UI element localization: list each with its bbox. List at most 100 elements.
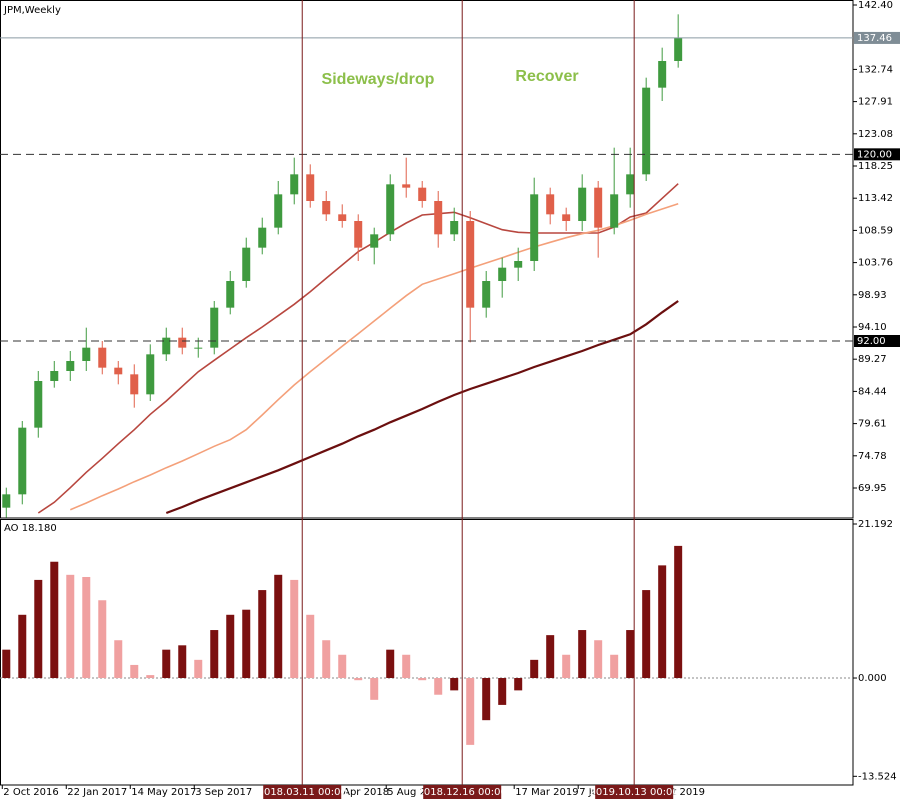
y-tick-label: 127.91 [858,97,893,108]
ao-bar [594,640,603,679]
ao-bar [226,614,235,679]
ao-bar [354,678,363,681]
candle-body [34,381,43,428]
y-tick-label: 98.93 [858,290,887,301]
candle-body [194,347,203,349]
ao-bar [162,649,171,679]
event-label: 2018.12.16 00:00 [418,787,507,798]
ao-bar [418,678,427,681]
ao-bar [82,576,91,679]
chart-title: JPM,Weekly [3,5,61,16]
candle-body [514,261,523,268]
main-pane [0,0,854,519]
y-tick-label: 123.08 [858,129,893,140]
y-tick-label: 69.95 [858,483,887,494]
candle-body [274,194,283,228]
candle-body [338,214,347,221]
candle-body [66,361,75,371]
candle-body [498,267,507,281]
candle-body [114,367,123,375]
event-label: 2018.03.11 00:00 [258,787,347,798]
event-box [423,785,502,799]
y-tick-label: 103.76 [858,258,893,269]
x-tick-label: 17 Mar 2019 [515,787,578,798]
candle-body [290,174,299,195]
y-tick-label: 142.40 [858,0,893,11]
x-tick-label: 22 Apr 2018 [327,787,389,798]
ao-bar [2,649,11,679]
event-box [595,785,674,799]
ao-bar [370,678,379,700]
price-label: 120.00 [857,149,892,160]
ao-bar [466,678,475,745]
ao-bar [514,678,523,691]
ao-pane [0,519,854,786]
y-tick-label: 79.61 [858,419,887,430]
last-price-box [854,31,900,44]
ao-bar [18,614,27,679]
ao-bar [674,545,683,679]
ao-bar [498,678,507,705]
y-tick-label: 74.78 [858,451,887,462]
ao-bar [642,590,651,679]
x-tick-label: 2 Oct 2016 [3,787,58,798]
candle-body [2,494,11,508]
annotation: Recover [515,68,578,85]
y-tick-label: 94.10 [858,322,887,333]
candle-body [210,307,219,348]
ao-bar [450,678,459,691]
x-tick-label: 5 Aug 2018 [387,787,445,798]
ao-bar [130,664,139,679]
candle-body [146,354,155,395]
candle-body [546,194,555,215]
candle-body [434,201,443,235]
indicator-title: AO 18.180 [4,523,57,534]
x-tick-label: 22 Jan 2017 [67,787,127,798]
y-tick-label: -13.524 [858,771,897,782]
ao-bar [274,574,283,679]
ao-bar [610,654,619,679]
ao-bar [34,579,43,679]
candle-body [610,194,619,228]
y-tick-label: 108.59 [858,225,893,236]
candle-body [466,221,475,308]
y-tick-label: 89.27 [858,354,887,365]
price-label: 92.00 [857,336,886,347]
y-tick-label: 132.74 [858,64,893,75]
candle-body [226,281,235,308]
candle-body [482,281,491,308]
candle-body [594,187,603,228]
ao-bar [194,659,203,679]
ao-bar [258,590,267,679]
ao-bar [562,654,571,679]
candle-body [354,221,363,248]
ao-bar [338,654,347,679]
ao-bar [178,645,187,679]
ao-bar [114,640,123,679]
ao-bar [402,654,411,679]
y-tick-label: 21.192 [858,519,893,530]
candle-body [674,37,683,61]
candle-body [418,187,427,201]
candle-body [402,184,411,188]
x-tick-label: 27 Oct 2019 [643,787,705,798]
candle-body [450,221,459,235]
y-tick-label: 113.42 [858,193,893,204]
candle-body [50,371,59,381]
candle-body [98,347,107,368]
ao-bar [658,565,667,679]
candle-body [626,174,635,195]
price-box [854,148,900,161]
event-label: 2019.10.13 00:00 [590,787,679,798]
candle-body [242,247,251,281]
candle-body [578,187,587,221]
candle-body [162,337,171,355]
ao-bar [626,630,635,679]
ao-bar [290,579,299,679]
ao-bar [578,630,587,679]
candle-body [658,61,667,88]
event-box [263,785,342,799]
price-box [854,335,900,347]
